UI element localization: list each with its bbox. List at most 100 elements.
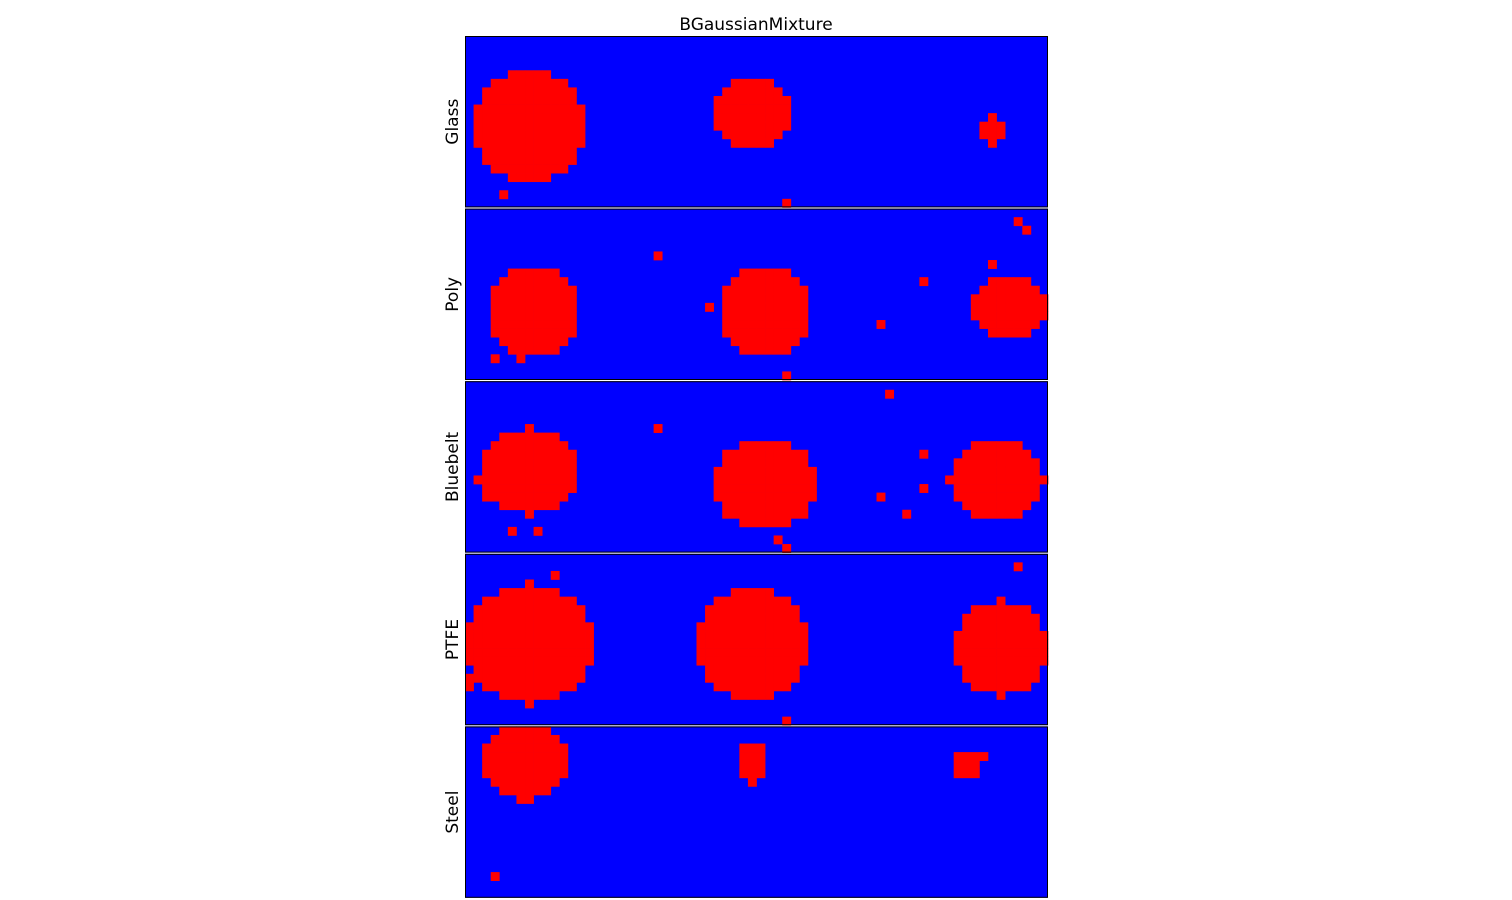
- heatmap-cell: [525, 302, 534, 312]
- heatmap-cell: [516, 268, 526, 278]
- heatmap-cell: [979, 130, 989, 140]
- heatmap-cell: [585, 648, 594, 657]
- heatmap-cell: [533, 277, 543, 287]
- heatmap-cell: [962, 760, 972, 770]
- heatmap-cell: [533, 484, 543, 493]
- heatmap-cell: [987, 285, 997, 295]
- heatmap-cell: [730, 475, 740, 485]
- heatmap-cell: [576, 673, 586, 683]
- heatmap-cell: [576, 613, 586, 623]
- heatmap-cell: [730, 509, 740, 519]
- heatmap-cell: [525, 665, 534, 675]
- heatmap-cell: [747, 294, 757, 304]
- heatmap-cell: [525, 648, 534, 657]
- heatmap-cell: [567, 155, 577, 165]
- heatmap-cell: [987, 639, 997, 649]
- heatmap-cell: [730, 484, 740, 493]
- heatmap-cell: [730, 277, 740, 287]
- heatmap-cell: [499, 466, 509, 476]
- heatmap-cell: [499, 277, 509, 287]
- heatmap-cell: [739, 648, 749, 657]
- heatmap-cell: [953, 752, 963, 762]
- heatmap-cell: [773, 509, 783, 519]
- heatmap-cell: [962, 501, 972, 511]
- heatmap-cell: [525, 596, 534, 606]
- heatmap-cell: [756, 475, 766, 485]
- heatmap-cell: [525, 501, 534, 511]
- heatmap-cell: [525, 743, 534, 753]
- heatmap-cell: [996, 441, 1006, 451]
- heatmap-cell: [473, 630, 483, 640]
- heatmap-cell: [799, 492, 809, 502]
- heatmap-cell: [1013, 630, 1023, 640]
- heatmap-cell: [516, 449, 526, 459]
- heatmap-cell: [987, 665, 997, 675]
- heatmap-cell: [773, 682, 783, 692]
- heatmap-cell: [516, 613, 526, 623]
- heatmap-cell: [490, 752, 500, 762]
- heatmap-cell: [747, 458, 757, 468]
- heatmap-cell: [773, 104, 783, 114]
- heatmap-cell: [773, 277, 783, 287]
- heatmap-cell: [567, 682, 577, 692]
- heatmap-cell: [525, 630, 534, 640]
- heatmap-cell: [765, 630, 774, 640]
- heatmap-cell: [559, 760, 569, 770]
- heatmap-cell: [1013, 328, 1023, 338]
- heatmap-cell: [730, 121, 740, 131]
- heatmap-cell: [1005, 475, 1015, 485]
- heatmap-cell: [790, 277, 800, 287]
- heatmap-cell: [885, 389, 895, 399]
- heatmap-cell: [567, 113, 577, 123]
- heatmap-cell: [765, 121, 774, 131]
- heatmap-cell: [799, 466, 809, 476]
- heatmap-cell: [756, 95, 766, 105]
- heatmap-cell: [542, 164, 552, 174]
- heatmap-cell: [525, 777, 534, 787]
- heatmap-cell: [799, 639, 809, 649]
- heatmap-cell: [499, 285, 509, 295]
- heatmap-cell: [567, 302, 577, 312]
- heatmap-cell: [653, 424, 663, 433]
- heatmap-cell: [499, 155, 509, 165]
- heatmap-cell: [533, 311, 543, 321]
- heatmap-cell: [533, 760, 543, 770]
- heatmap-cell: [713, 596, 723, 606]
- heatmap-cell: [739, 656, 749, 666]
- heatmap-cell: [499, 328, 509, 338]
- heatmap-cell: [1005, 622, 1015, 632]
- heatmap-cell: [979, 285, 989, 295]
- heatmap-cell: [490, 311, 500, 321]
- heatmap-cell: [516, 87, 526, 97]
- heatmap-cell: [996, 475, 1006, 485]
- heatmap-cell: [696, 622, 706, 632]
- heatmap-cell: [713, 648, 723, 657]
- heatmap-cell: [722, 475, 732, 485]
- heatmap-cell: [542, 734, 552, 744]
- heatmap-cell: [782, 492, 792, 502]
- heatmap-cell: [490, 760, 500, 770]
- heatmap-cell: [525, 113, 534, 123]
- heatmap-cell: [490, 302, 500, 312]
- heatmap-cell: [713, 639, 723, 649]
- heatmap-cell: [550, 458, 560, 468]
- heatmap-cell: [756, 328, 766, 338]
- heatmap-cell: [790, 630, 800, 640]
- heatmap-cell: [542, 588, 552, 597]
- panel-frame: [465, 726, 1048, 898]
- heatmap-cell: [482, 95, 492, 105]
- heatmap-cell: [533, 147, 543, 157]
- heatmap-cell: [499, 121, 509, 131]
- heatmap-cell: [970, 648, 980, 657]
- heatmap-cell: [747, 648, 757, 657]
- heatmap-cell: [953, 639, 963, 649]
- heatmap-cell: [1022, 484, 1032, 493]
- heatmap-cell: [970, 639, 980, 649]
- heatmap-cell: [482, 87, 492, 97]
- heatmap-cell: [516, 354, 526, 364]
- heatmap-cell: [542, 337, 552, 347]
- heatmap-cell: [730, 682, 740, 692]
- heatmap-cell: [730, 95, 740, 105]
- heatmap-cell: [782, 613, 792, 623]
- heatmap-cell: [996, 648, 1006, 657]
